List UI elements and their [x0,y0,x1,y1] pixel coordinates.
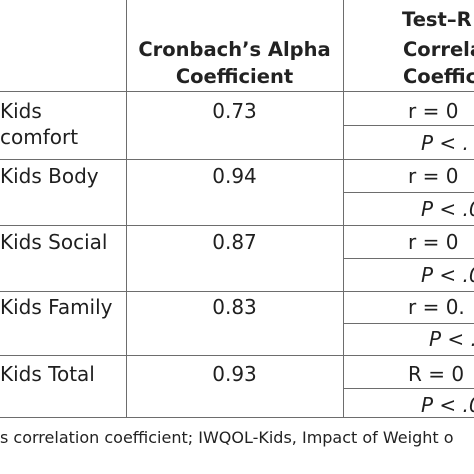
header-retest-line3: Coeffic [403,65,474,88]
header-retest-line1: Test–R [402,8,472,31]
r-value: r = 0. [408,295,465,319]
p-value: P < . [421,131,469,155]
alpha-value: 0.73 [212,99,257,123]
alpha-value: 0.94 [212,164,257,188]
table-footnote: s correlation coefficient; IWQOL-Kids, I… [0,428,454,447]
p-value: P < .0 [421,393,474,417]
r-value: r = 0 [408,99,459,123]
column-divider [343,0,344,417]
row-subrule [343,192,474,193]
p-value: P < .0 [421,263,474,287]
header-alpha: Cronbach’s Alpha Coefficient [126,36,343,90]
row-subrule [343,258,474,259]
p-value: P < .0 [421,197,474,221]
header-alpha-line1: Cronbach’s Alpha [138,38,331,61]
r-value: r = 0 [408,164,459,188]
row-rule [0,355,474,356]
header-retest-line2: Correla [403,38,474,61]
table-bottom-rule [0,417,474,418]
row-label: Kids Social [0,230,108,254]
row-subrule [343,388,474,389]
row-label: Kids Body [0,164,99,188]
r-value: R = 0 [408,362,465,386]
header-alpha-line2: Coefficient [175,65,294,88]
row-label: Kids comfort [0,98,78,150]
row-rule [0,225,474,226]
row-rule [0,291,474,292]
row-subrule [343,323,474,324]
row-label-line: comfort [0,125,79,149]
row-rule [0,159,474,160]
header-rule [0,91,474,92]
row-label: Kids Total [0,362,95,386]
header-retest: Test–R [402,6,472,33]
p-value: P < . [429,327,474,351]
column-divider [126,0,127,417]
row-label: Kids Family [0,295,113,319]
r-value: r = 0 [408,230,459,254]
row-label-line: Kids [0,99,42,123]
header-retest-cont: Correla Coeffic [403,36,474,90]
row-subrule [343,125,474,126]
alpha-value: 0.93 [212,362,257,386]
alpha-value: 0.87 [212,230,257,254]
alpha-value: 0.83 [212,295,257,319]
